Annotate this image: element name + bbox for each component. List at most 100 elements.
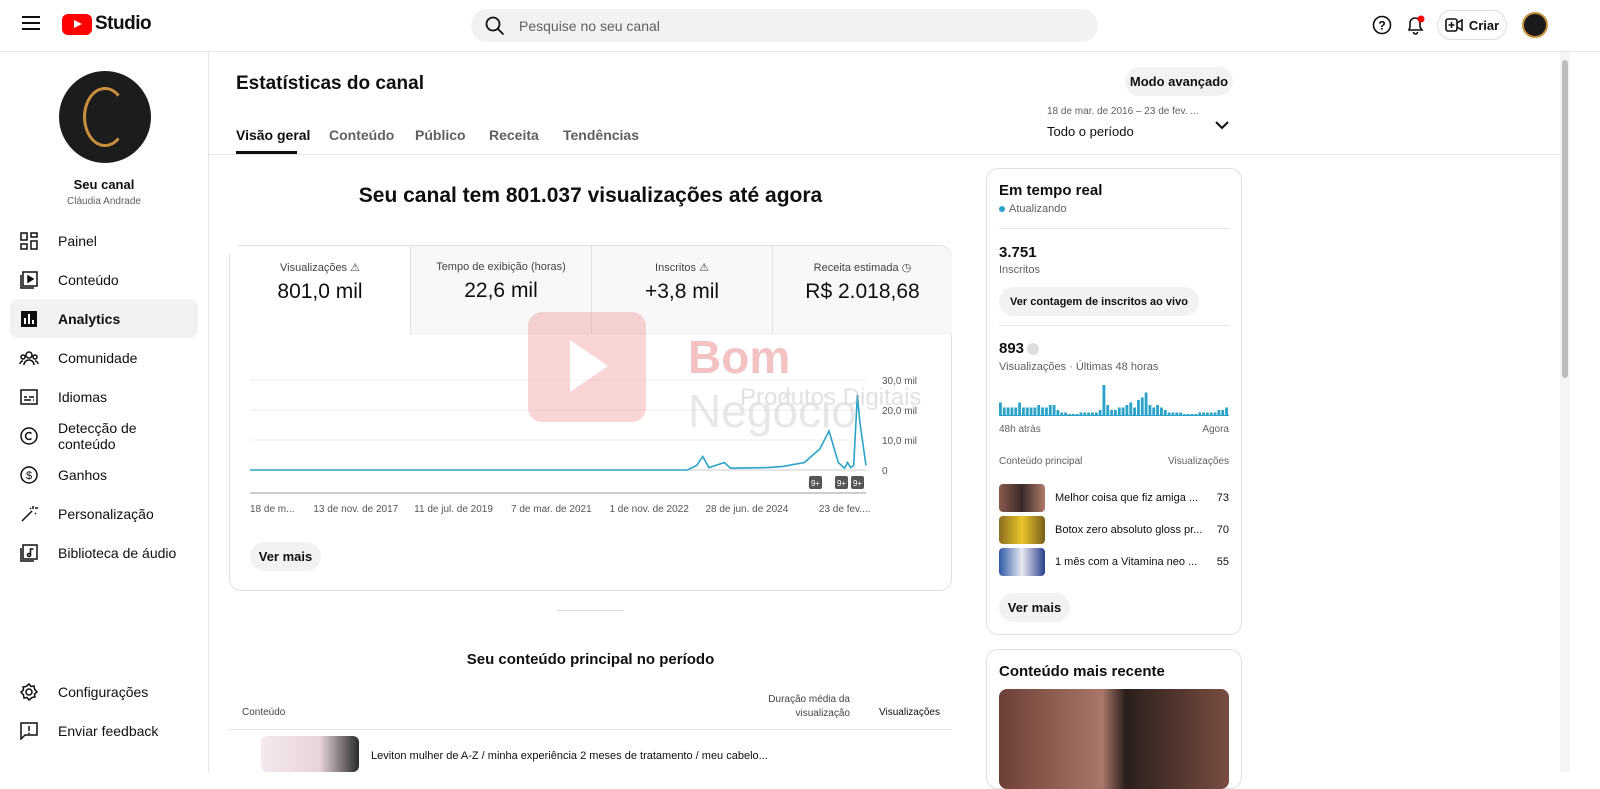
video-thumbnail <box>999 484 1045 512</box>
divider <box>229 729 952 730</box>
realtime-title: Em tempo real <box>999 182 1102 199</box>
content-icon <box>19 270 39 290</box>
sidebar-item-label: Comunidade <box>58 350 137 366</box>
bar <box>1206 413 1209 416</box>
period-range: 18 de mar. de 2016 – 23 de fev. ... <box>1047 106 1237 117</box>
bar <box>1026 408 1029 416</box>
sidebar-item-label: Conteúdo <box>58 272 119 288</box>
sidebar-item-label: Painel <box>58 233 97 249</box>
latest-content-card: Conteúdo mais recente <box>986 649 1242 789</box>
tab-publico[interactable]: Público <box>415 127 466 143</box>
period-selector[interactable]: 18 de mar. de 2016 – 23 de fev. ... Todo… <box>1047 106 1237 146</box>
info-icon[interactable] <box>1027 343 1039 355</box>
bar <box>1152 408 1155 416</box>
bar <box>1175 413 1178 416</box>
tab-tendencias[interactable]: Tendências <box>563 127 639 143</box>
sidebar-item-deteccao[interactable]: Detecção de conteúdo <box>10 416 198 455</box>
metric-label: Receita estimada <box>814 262 899 274</box>
metric-subscribers[interactable]: Inscritos ⚠+3,8 mil <box>591 246 772 334</box>
sidebar-item-ganhos[interactable]: $Ganhos <box>10 455 198 494</box>
sidebar-item-personalizacao[interactable]: Personalização <box>10 494 198 533</box>
video-views: 70 <box>1217 524 1229 536</box>
sidebar-item-idiomas[interactable]: Idiomas <box>10 377 198 416</box>
bar <box>1198 413 1201 416</box>
metric-value: 801,0 mil <box>230 280 410 304</box>
search-icon <box>485 16 505 36</box>
live-subscribers-button[interactable]: Ver contagem de inscritos ao vivo <box>999 287 1199 316</box>
sidebar-item-label: Enviar feedback <box>58 723 158 739</box>
column-header-duration[interactable]: Duração média da visualização <box>750 693 850 721</box>
channel-title: Seu canal <box>0 177 208 192</box>
top-bar: Studio Pesquise no seu canal ? Criar <box>0 0 1600 52</box>
column-header-views[interactable]: Visualizações <box>860 707 940 718</box>
bar <box>1087 413 1090 416</box>
list-item[interactable]: 1 mês com a Vitamina neo ...55 <box>999 548 1229 576</box>
axis-start-label: 48h atrás <box>999 424 1041 435</box>
table-row[interactable]: Leviton mulher de A-Z / minha experiênci… <box>229 736 952 772</box>
metric-revenue[interactable]: Receita estimada ◷R$ 2.018,68 <box>772 246 952 334</box>
video-thumbnail[interactable] <box>999 689 1229 789</box>
views-count: 893 <box>999 340 1024 357</box>
annotation-badge[interactable]: 9+ <box>835 476 848 489</box>
subscribers-label: Inscritos <box>999 264 1040 276</box>
account-avatar[interactable] <box>1522 12 1548 38</box>
sidebar-item-configuracoes[interactable]: Configurações <box>10 672 198 711</box>
sidebar-item-painel[interactable]: Painel <box>10 221 198 260</box>
search-input[interactable]: Pesquise no seu canal <box>471 9 1098 42</box>
video-thumbnail <box>261 736 359 772</box>
bar <box>1195 414 1198 415</box>
warning-icon: ⚠ <box>350 262 360 274</box>
realtime-bar-chart[interactable] <box>999 381 1229 417</box>
annotation-badge[interactable]: 9+ <box>851 476 864 489</box>
metric-views[interactable]: Visualizações ⚠801,0 mil <box>230 246 410 334</box>
advanced-mode-button[interactable]: Modo avançado <box>1125 67 1233 96</box>
tab-conteudo[interactable]: Conteúdo <box>329 127 394 143</box>
x-tick-label: 13 de nov. de 2017 <box>313 504 398 515</box>
create-button[interactable]: Criar <box>1437 10 1507 40</box>
bar <box>1099 410 1102 415</box>
list-item[interactable]: Botox zero absoluto gloss pr...70 <box>999 516 1229 544</box>
metric-watch-time[interactable]: Tempo de exibição (horas)22,6 mil <box>410 246 591 334</box>
sidebar-item-label: Detecção de conteúdo <box>58 420 198 452</box>
bar <box>1007 408 1010 416</box>
scrollbar[interactable] <box>1560 52 1570 772</box>
bar <box>1060 413 1063 416</box>
bar <box>1210 413 1213 416</box>
annotation-badge[interactable]: 9+ <box>809 476 822 489</box>
sidebar-item-label: Configurações <box>58 684 148 700</box>
overview-headline: Seu canal tem 801.037 visualizações até … <box>229 184 952 208</box>
see-more-button[interactable]: Ver mais <box>999 593 1070 622</box>
bar <box>1095 413 1098 416</box>
bar <box>1149 405 1152 415</box>
sidebar-item-analytics[interactable]: Analytics <box>10 299 198 338</box>
sidebar-item-conteudo[interactable]: Conteúdo <box>10 260 198 299</box>
bar <box>1072 414 1075 415</box>
notifications-icon[interactable] <box>1405 14 1427 36</box>
sidebar-item-feedback[interactable]: Enviar feedback <box>10 711 198 750</box>
menu-icon[interactable] <box>22 16 40 30</box>
sidebar-item-label: Analytics <box>58 311 120 327</box>
list-item[interactable]: Melhor coisa que fiz amiga ...73 <box>999 484 1229 512</box>
channel-avatar[interactable] <box>59 71 151 163</box>
bar <box>1076 414 1079 415</box>
youtube-logo-icon <box>62 14 92 35</box>
copyright-icon <box>19 426 39 446</box>
sidebar-item-biblioteca-audio[interactable]: Biblioteca de áudio <box>10 533 198 572</box>
sidebar-item-comunidade[interactable]: Comunidade <box>10 338 198 377</box>
tab-visao-geral[interactable]: Visão geral <box>236 127 310 143</box>
tab-receita[interactable]: Receita <box>489 127 539 143</box>
bar <box>1064 413 1067 416</box>
scrollbar-thumb[interactable] <box>1562 60 1568 378</box>
svg-text:9+: 9+ <box>837 479 846 488</box>
bar <box>1187 414 1190 415</box>
bar <box>1172 413 1175 416</box>
see-more-button[interactable]: Ver mais <box>250 542 321 571</box>
help-icon[interactable]: ? <box>1372 15 1392 35</box>
bar <box>1137 400 1140 415</box>
dollar-icon: $ <box>19 465 39 485</box>
bar <box>1083 413 1086 416</box>
studio-logo[interactable]: Studio <box>62 13 151 35</box>
sidebar-item-label: Personalização <box>58 506 154 522</box>
bar <box>999 403 1002 416</box>
